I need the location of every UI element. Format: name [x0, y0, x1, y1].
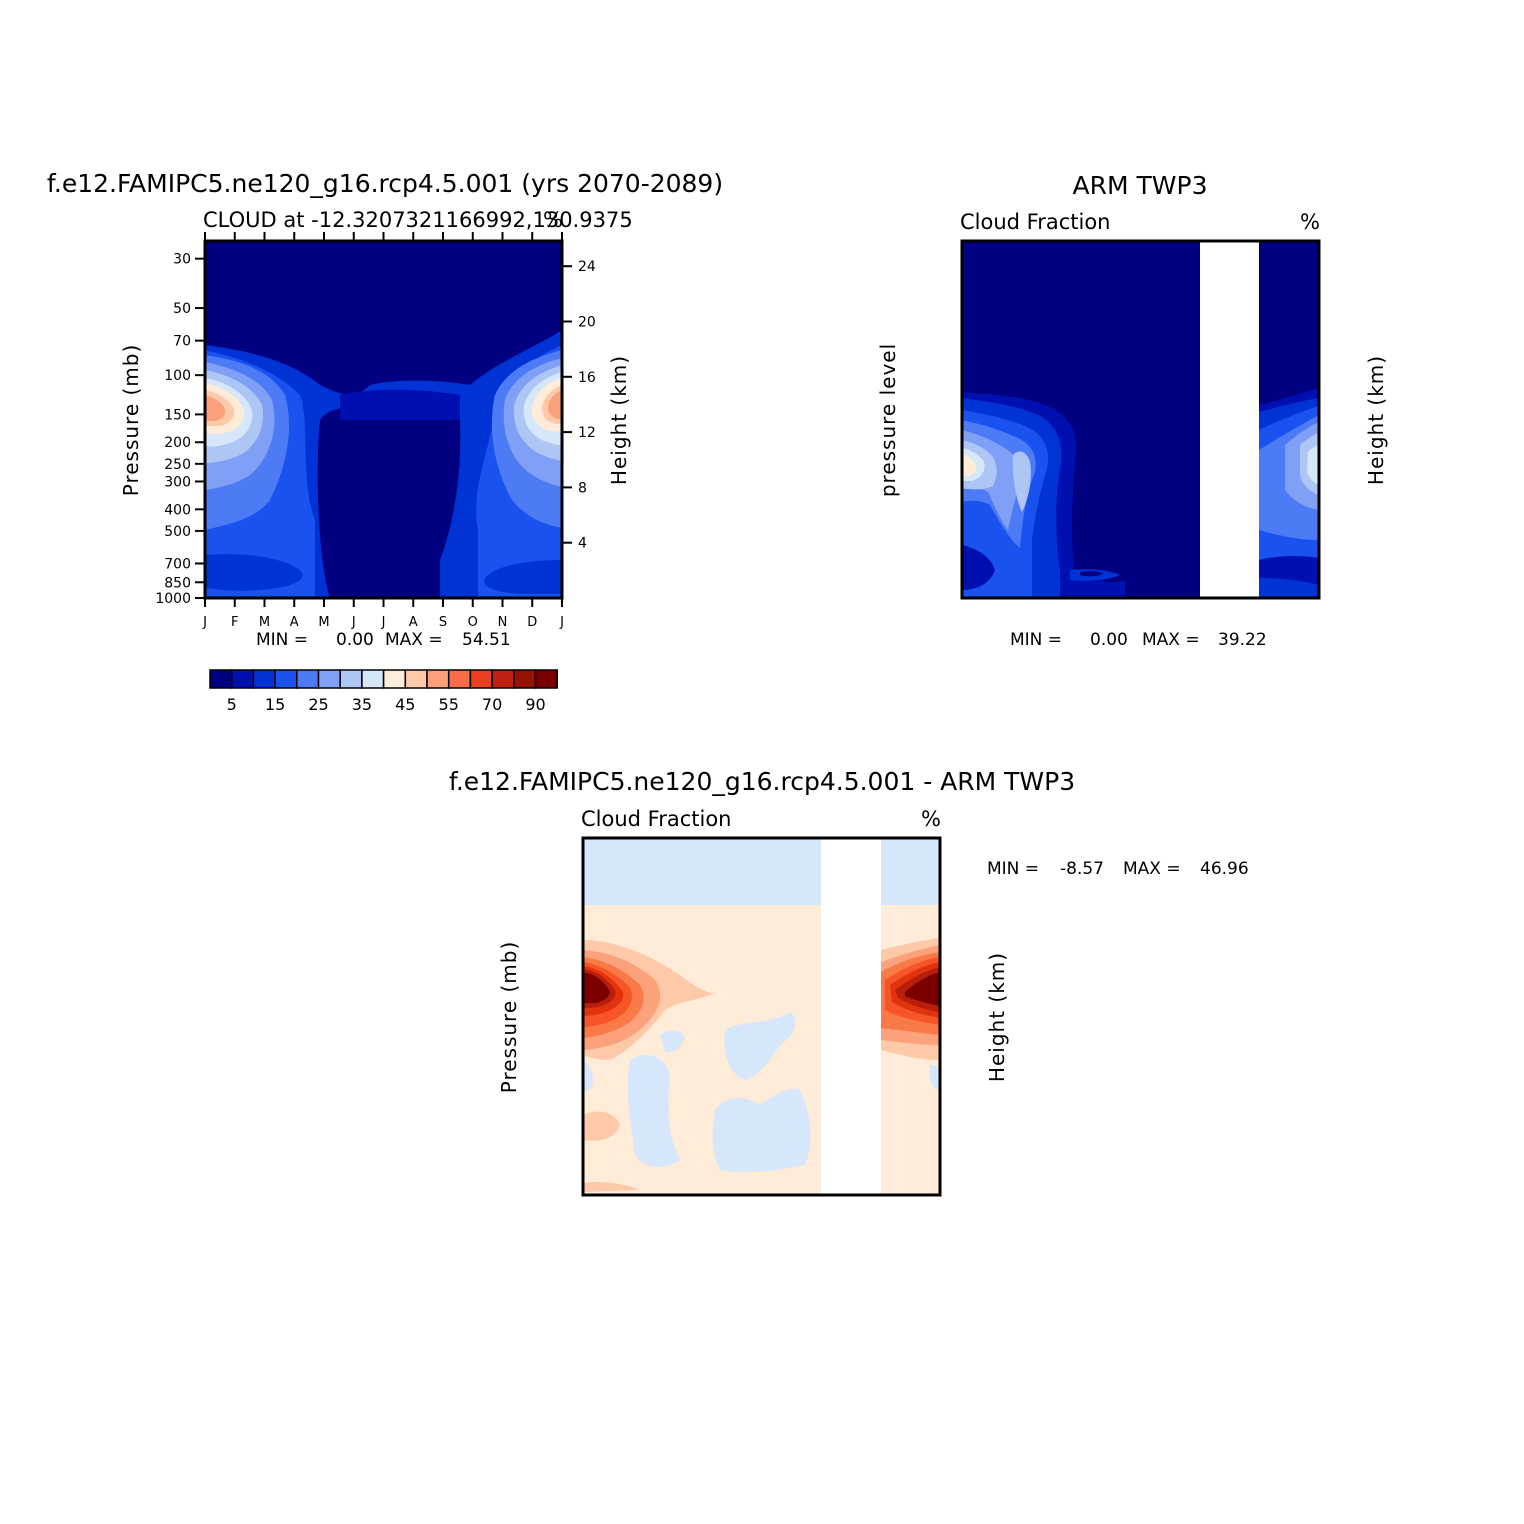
min-label: MIN = — [1010, 630, 1062, 650]
x-tick-label: S — [439, 615, 447, 630]
x-tick-label: J — [202, 615, 207, 630]
panel-diff: f.e12.FAMIPC5.ne120_g16.rcp4.5.001 - ARM… — [449, 767, 1249, 1197]
min-label: MIN = — [256, 630, 308, 650]
colorbar-swatch — [426, 669, 450, 689]
min-label: MIN = — [987, 859, 1039, 879]
y-tick-label: 30 — [173, 252, 191, 268]
contour-field — [583, 838, 940, 1195]
colorbar-swatch — [404, 669, 428, 689]
colorbar-label: 15 — [265, 695, 285, 714]
max-label: MAX = — [1142, 630, 1200, 650]
y-axis-label-left: Pressure (mb) — [497, 941, 521, 1094]
colorbar-label: 70 — [482, 695, 502, 714]
x-tick-label: D — [527, 615, 537, 630]
min-value: 0.00 — [336, 630, 374, 650]
y-tick-label: 500 — [164, 524, 191, 540]
x-tick-label: M — [318, 615, 329, 630]
colorbar-swatch — [317, 669, 341, 689]
x-tick-label: A — [409, 615, 418, 630]
max-value: 46.96 — [1200, 859, 1249, 879]
units-label: % — [543, 208, 563, 232]
colorbar-swatch — [230, 669, 255, 689]
colorbar-label: 25 — [308, 695, 328, 714]
colorbar-swatch — [252, 669, 276, 689]
y-tick-label: 100 — [164, 368, 191, 384]
y-tick-label: 850 — [164, 575, 191, 591]
max-label: MAX = — [385, 630, 443, 650]
panel-model: f.e12.FAMIPC5.ne120_g16.rcp4.5.001 (yrs … — [47, 169, 723, 714]
colorbar-swatch — [469, 669, 493, 689]
colorbar-label: 5 — [227, 695, 237, 714]
max-label: MAX = — [1123, 859, 1181, 879]
contour-field — [205, 241, 562, 598]
panel-title: f.e12.FAMIPC5.ne120_g16.rcp4.5.001 (yrs … — [47, 169, 723, 198]
x-tick-label: M — [259, 615, 270, 630]
y-axis-label-right: Height (km) — [1364, 355, 1388, 485]
y-tick-label-right: 20 — [578, 314, 596, 330]
colorbar-swatch — [513, 669, 537, 689]
y-tick-label: 70 — [173, 334, 191, 350]
colorbar-swatch — [534, 669, 558, 689]
colorbar-label: 45 — [395, 695, 415, 714]
plot-frame — [581, 836, 942, 1197]
y-tick-label: 200 — [164, 435, 191, 451]
x-tick-label: N — [498, 615, 508, 630]
min-value: -8.57 — [1060, 859, 1104, 879]
y-axis-label-right: Height (km) — [985, 952, 1009, 1082]
y-tick-label: 250 — [164, 457, 191, 473]
y-tick-label: 400 — [164, 502, 191, 518]
x-tick-label: F — [231, 615, 238, 630]
colorbar-swatch — [296, 669, 320, 689]
y-tick-label: 50 — [173, 301, 191, 317]
min-value: 0.00 — [1090, 630, 1128, 650]
y-tick-label-right: 16 — [578, 370, 596, 386]
y-tick-label: 1000 — [155, 591, 191, 607]
y-tick-label: 700 — [164, 556, 191, 572]
panel-subtitle: Cloud Fraction — [581, 807, 732, 831]
y-ticks-right: 24 20 16 12 8 4 — [562, 259, 596, 552]
y-tick-label-right: 12 — [578, 425, 596, 441]
colorbar-swatch — [209, 669, 233, 689]
panel-subtitle: CLOUD at -12.3207321166992,130.9375 — [203, 208, 633, 232]
max-value: 54.51 — [462, 630, 511, 650]
y-tick-label-right: 8 — [578, 480, 587, 496]
x-tick-label: O — [468, 615, 478, 630]
y-tick-label: 300 — [164, 474, 191, 490]
colorbar-label: 90 — [525, 695, 545, 714]
x-tick-label: J — [381, 615, 386, 630]
missing-data-gap — [1200, 241, 1259, 598]
colorbar-swatch — [491, 669, 515, 689]
max-value: 39.22 — [1218, 630, 1267, 650]
missing-data-gap — [821, 838, 881, 1195]
colorbar-label: 35 — [352, 695, 372, 714]
x-tick-label: J — [351, 615, 356, 630]
y-axis-label-right: Height (km) — [607, 355, 631, 485]
panel-title: f.e12.FAMIPC5.ne120_g16.rcp4.5.001 - ARM… — [449, 767, 1075, 796]
y-tick-label-right: 4 — [578, 536, 587, 552]
contour-field — [962, 241, 1319, 598]
panel-obs: ARM TWP3 Cloud Fraction % — [876, 171, 1388, 650]
y-axis-label-left: Pressure (mb) — [119, 344, 143, 497]
panel-subtitle: Cloud Fraction — [960, 210, 1111, 234]
colorbar-swatch — [361, 669, 385, 689]
colorbar-label: 55 — [439, 695, 459, 714]
colorbar-swatch — [447, 669, 472, 689]
x-tick-label: J — [559, 615, 564, 630]
y-tick-label: 150 — [164, 407, 191, 423]
x-tick-label: A — [290, 615, 299, 630]
colorbar-swatch — [339, 669, 363, 689]
units-label: % — [921, 807, 941, 831]
colorbar-swatch — [382, 669, 407, 689]
y-axis-label-left: pressure level — [876, 343, 900, 497]
y-tick-label-right: 24 — [578, 259, 596, 275]
colorbar-swatch — [274, 669, 298, 689]
panel-title: ARM TWP3 — [1073, 171, 1208, 200]
plot-frame — [960, 239, 1321, 600]
colorbar: 5 15 25 35 45 55 70 90 — [209, 669, 558, 714]
units-label: % — [1300, 210, 1320, 234]
